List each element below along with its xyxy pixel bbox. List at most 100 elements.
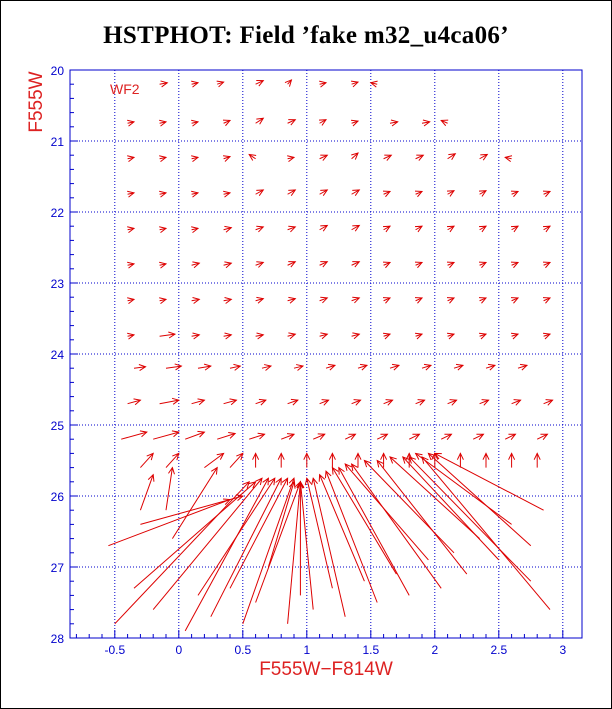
arrow-head	[320, 332, 329, 340]
arrow-shaft	[140, 453, 154, 468]
arrow-shaft	[152, 477, 263, 610]
y-tick-label: 24	[51, 348, 65, 362]
arrow-shaft	[319, 225, 328, 231]
arrow-head	[288, 296, 297, 304]
arrow-head	[192, 296, 201, 304]
arrow-shaft	[428, 453, 532, 547]
arrow	[127, 398, 142, 406]
arrow-head	[382, 190, 392, 198]
arrow-shaft	[171, 467, 218, 539]
arrow-shaft	[421, 121, 430, 124]
y-tick-label: 20	[51, 64, 65, 78]
arrow-shaft	[447, 153, 456, 160]
arrow-head	[363, 459, 372, 468]
arrow-shaft	[415, 452, 512, 525]
arrow-head	[223, 190, 232, 198]
arrow	[319, 296, 329, 304]
arrow-shaft	[287, 119, 296, 124]
arrow	[536, 433, 549, 441]
arrow-shaft	[223, 227, 232, 231]
arrow	[456, 452, 464, 468]
arrow-shaft	[511, 399, 521, 405]
arrow-head	[384, 154, 393, 161]
arrow	[204, 452, 225, 469]
arrow	[191, 80, 200, 88]
arrow	[159, 297, 168, 305]
arrow-shaft	[165, 365, 182, 369]
arrow-head	[287, 155, 296, 163]
arrow-shaft	[357, 364, 368, 369]
arrow-head	[139, 430, 148, 438]
arrow	[510, 225, 520, 233]
arrow	[485, 363, 497, 371]
arrow-shaft	[511, 225, 519, 231]
arrow	[350, 463, 442, 589]
arrow	[328, 452, 336, 468]
arrow	[511, 399, 522, 406]
arrow	[414, 297, 424, 304]
arrow	[542, 225, 552, 233]
arrow-shaft	[383, 225, 391, 231]
arrow-shaft	[536, 433, 548, 440]
arrow-shaft	[479, 399, 489, 405]
arrow-shaft	[287, 333, 296, 337]
arrow-shaft	[415, 190, 423, 195]
arrow	[255, 189, 265, 196]
arrow-head	[127, 297, 136, 305]
arrow-head	[510, 261, 520, 269]
arrow-shaft	[440, 433, 452, 440]
arrow-head	[352, 224, 361, 232]
x-tick-label: 3	[559, 643, 566, 657]
arrow-head	[297, 480, 305, 489]
arrow-head	[482, 452, 490, 460]
arrow-head	[256, 189, 265, 196]
arrow-shaft	[312, 478, 346, 617]
arrow-shaft	[197, 365, 211, 369]
arrow-head	[236, 452, 244, 461]
arrow	[421, 456, 551, 610]
arrow	[542, 190, 552, 198]
arrow-shaft	[306, 478, 333, 589]
arrow-shaft	[351, 463, 442, 589]
arrow-head	[414, 225, 424, 233]
arrow	[351, 296, 361, 304]
arrow-head	[228, 432, 237, 439]
arrow	[542, 332, 552, 340]
arrow-head	[350, 80, 360, 88]
arrow	[191, 261, 201, 269]
arrow	[351, 224, 361, 232]
arrow	[318, 473, 365, 582]
arrow-head	[191, 155, 200, 163]
arrow	[165, 452, 180, 468]
arrow-head	[133, 398, 142, 406]
arrow	[382, 190, 392, 198]
arrow	[446, 261, 456, 269]
arrow	[210, 477, 282, 617]
arrow	[287, 398, 299, 406]
arrow	[408, 433, 421, 441]
arrow	[533, 452, 541, 468]
arrow	[325, 363, 337, 371]
y-axis-label: F555W	[26, 71, 47, 132]
arrow-head	[224, 296, 233, 304]
arrow	[114, 480, 250, 625]
arrow-shaft	[140, 495, 243, 525]
arrow-head	[352, 332, 361, 340]
arrow-head	[446, 261, 456, 269]
arrow	[415, 399, 426, 406]
arrow	[303, 452, 311, 468]
arrow	[319, 332, 329, 340]
arrow-shaft	[351, 152, 359, 160]
arrow-shaft	[293, 365, 304, 369]
arrow	[414, 225, 424, 233]
arrow-head	[256, 296, 265, 304]
arrow-shaft	[185, 431, 205, 440]
arrow-head	[159, 297, 168, 305]
arrow-shaft	[242, 478, 295, 624]
arrow-head	[256, 117, 265, 125]
arrow-shaft	[319, 119, 327, 124]
arrow-head	[317, 433, 326, 440]
arrow-shaft	[319, 474, 365, 582]
arrow-shaft	[325, 470, 378, 603]
